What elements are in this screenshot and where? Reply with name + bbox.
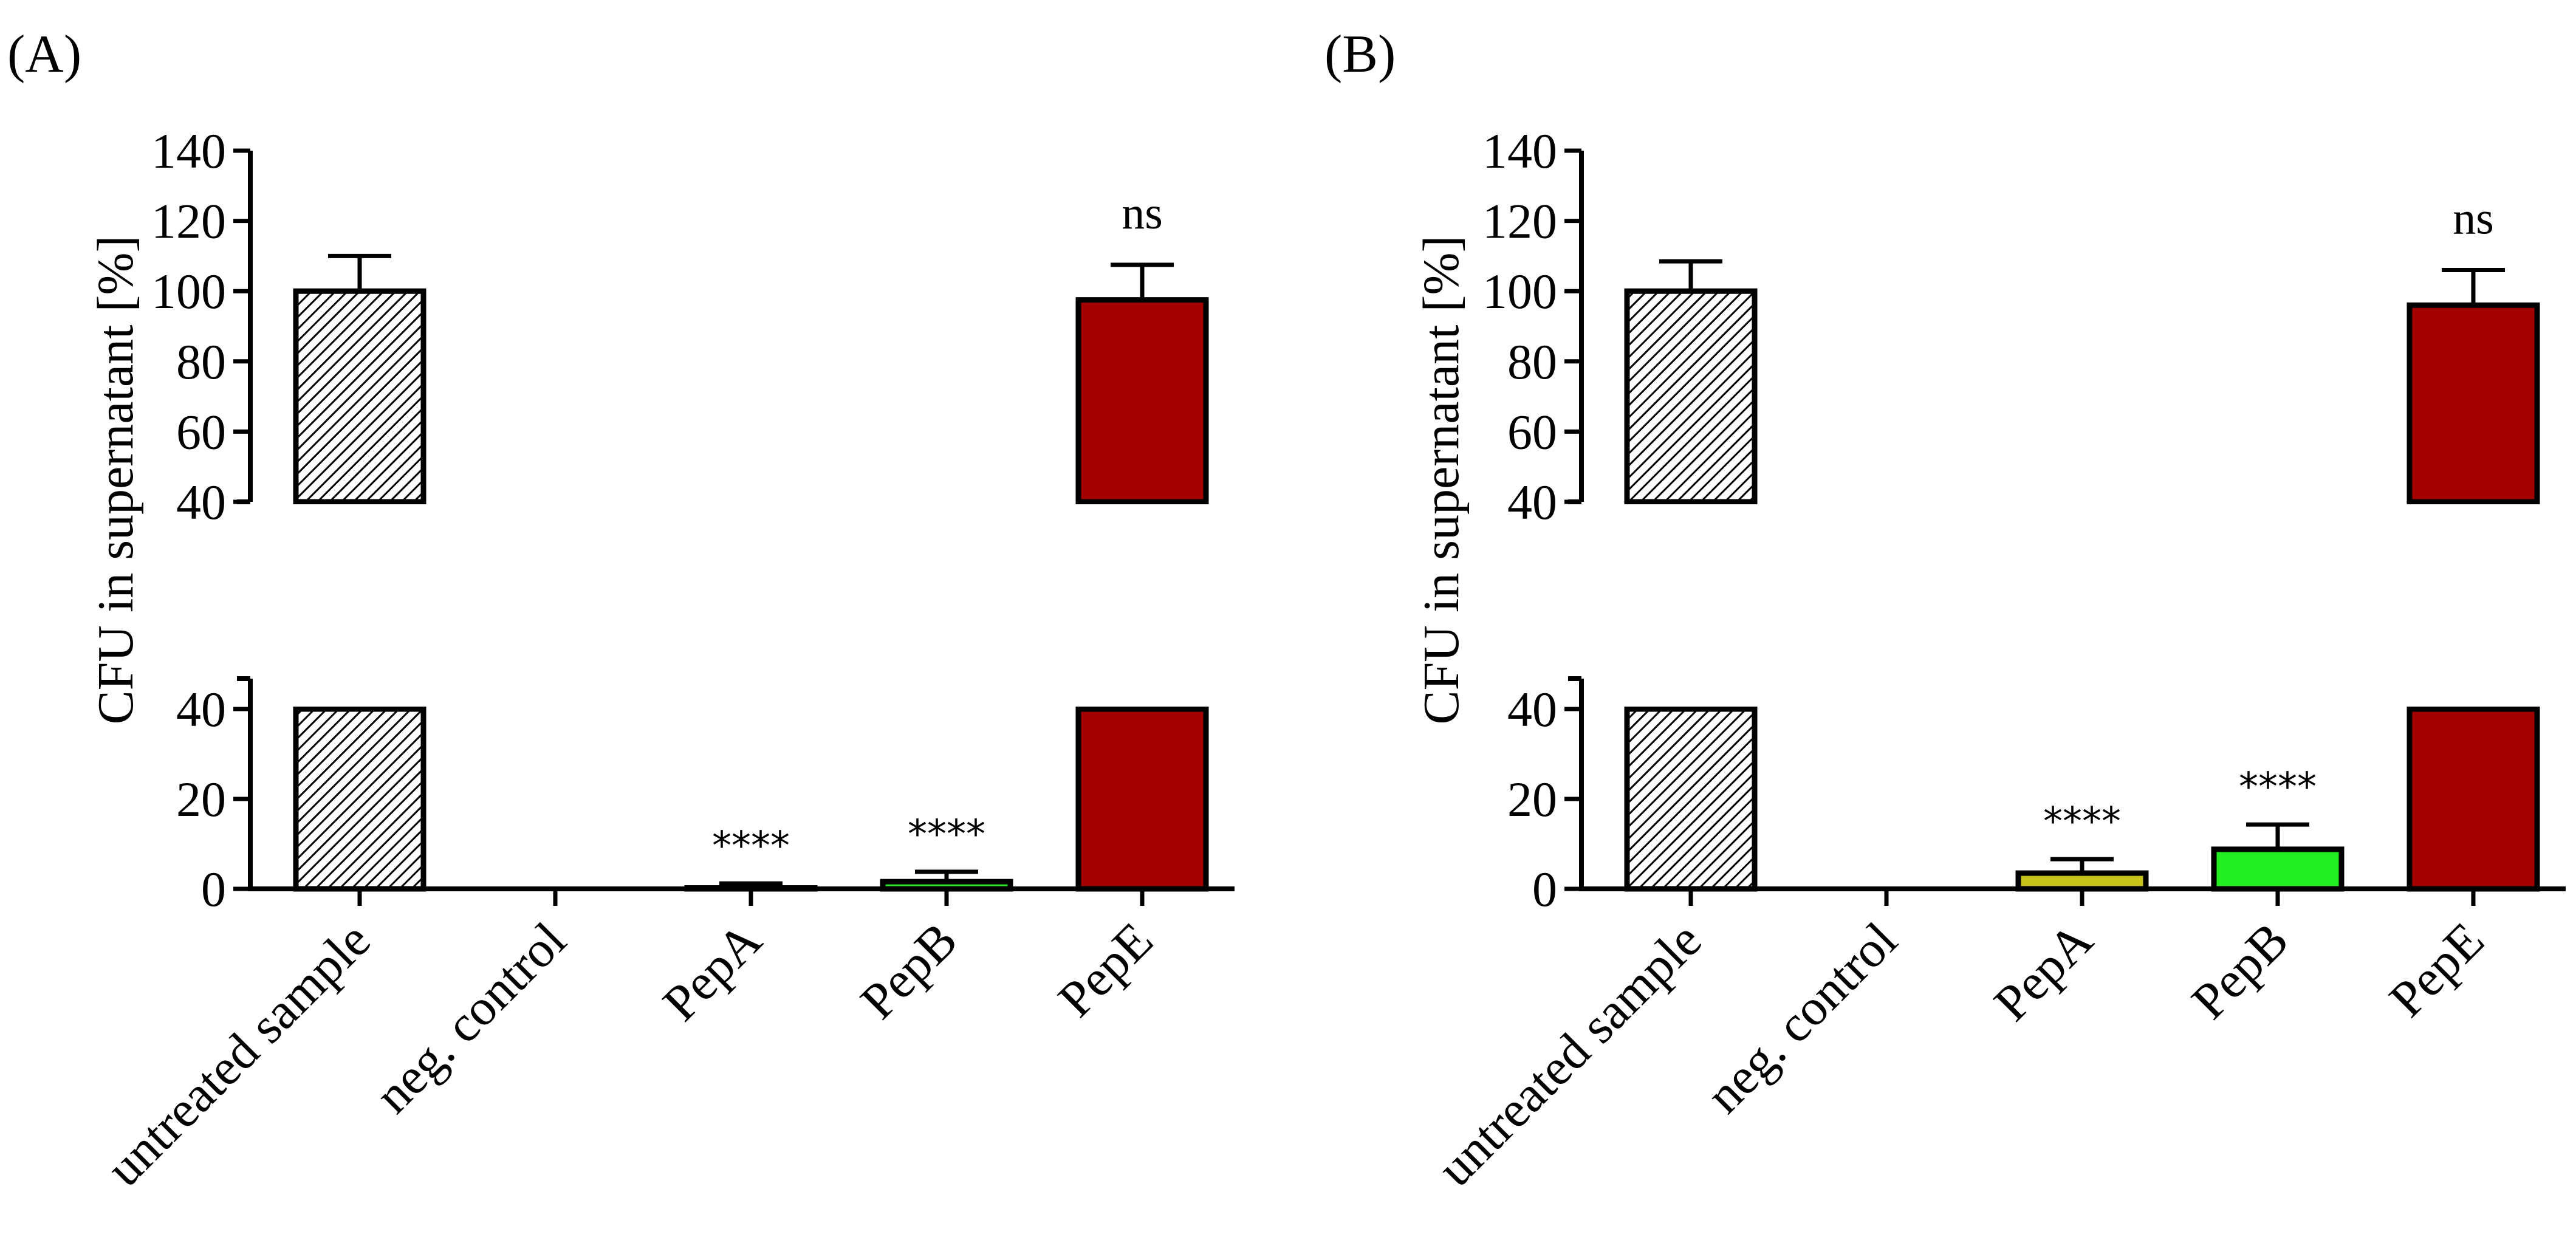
- significance-label: ****: [712, 824, 790, 869]
- y-tick-label: 0: [201, 862, 226, 917]
- y-tick-label: 80: [1507, 334, 1557, 389]
- y-tick-label: 40: [1507, 682, 1557, 737]
- y-axis-title: CFU in supernatant [%]: [87, 236, 144, 725]
- y-tick-label: 120: [1482, 194, 1557, 249]
- error-bar-untreated-sample: [328, 253, 391, 292]
- significance-label: ****: [2239, 765, 2317, 810]
- y-tick-label: 40: [1507, 475, 1557, 530]
- y-tick-label: 0: [1532, 862, 1557, 917]
- category-label: PepA: [653, 911, 773, 1032]
- y-tick-label: 40: [176, 475, 226, 530]
- error-bar-pepa: [2050, 857, 2114, 874]
- y-tick-label: 100: [1482, 264, 1557, 319]
- bar-pepe-upper: [1075, 297, 1209, 505]
- bar-untreated-sample-break-gap: [290, 504, 430, 707]
- category-label: PepE: [2379, 912, 2495, 1028]
- error-bar-pepe: [2442, 268, 2505, 306]
- bar-pepe-break-gap: [1072, 504, 1212, 707]
- y-tick-label: 140: [1482, 123, 1557, 179]
- bar-untreated-sample-upper: [1624, 288, 1758, 505]
- bar-untreated-sample-upper: [293, 288, 426, 505]
- error-bar-untreated-sample: [1659, 259, 1722, 292]
- category-label: PepA: [1984, 911, 2104, 1032]
- y-tick-label: 100: [151, 264, 226, 319]
- panel-label: (B): [1324, 25, 1396, 84]
- category-label: PepB: [2181, 912, 2299, 1030]
- error-bar-pepb: [915, 869, 978, 882]
- significance-label: ****: [2043, 800, 2121, 845]
- y-tick-label: 20: [176, 772, 226, 827]
- category-label: neg. control: [1696, 912, 1908, 1124]
- significance-label: ****: [908, 812, 985, 857]
- bar-pepe-upper: [2406, 302, 2540, 505]
- bar-pepb: [2211, 846, 2345, 892]
- bar-pepe-break-gap: [2403, 504, 2543, 707]
- category-label: PepB: [850, 912, 968, 1030]
- y-axis-title: CFU in supernatant [%]: [1413, 236, 1470, 725]
- bar-untreated-sample-lower: [1624, 706, 1758, 892]
- category-label: neg. control: [365, 912, 577, 1124]
- panel-label: (A): [7, 25, 81, 84]
- bar-pepe-lower: [1075, 706, 1209, 892]
- bar-pepe-lower: [2406, 706, 2540, 892]
- error-bar-pepb: [2246, 822, 2309, 849]
- y-tick-label: 140: [151, 123, 226, 179]
- y-tick-label: 80: [176, 334, 226, 389]
- error-bar-pepe: [1111, 262, 1174, 300]
- y-tick-label: 60: [176, 404, 226, 459]
- bar-untreated-sample-break-gap: [1621, 504, 1761, 707]
- y-tick-label: 120: [151, 194, 226, 249]
- y-tick-label: 40: [176, 682, 226, 737]
- category-label: PepE: [1047, 912, 1163, 1028]
- category-label: untreated sample: [1427, 912, 1713, 1197]
- y-tick-label: 60: [1507, 404, 1557, 459]
- y-tick-label: 20: [1507, 772, 1557, 827]
- significance-label: ns: [2453, 193, 2494, 244]
- bar-pepa: [2015, 870, 2149, 892]
- category-label: untreated sample: [96, 912, 382, 1197]
- bar-untreated-sample-lower: [293, 706, 426, 892]
- significance-label: ns: [1122, 188, 1163, 239]
